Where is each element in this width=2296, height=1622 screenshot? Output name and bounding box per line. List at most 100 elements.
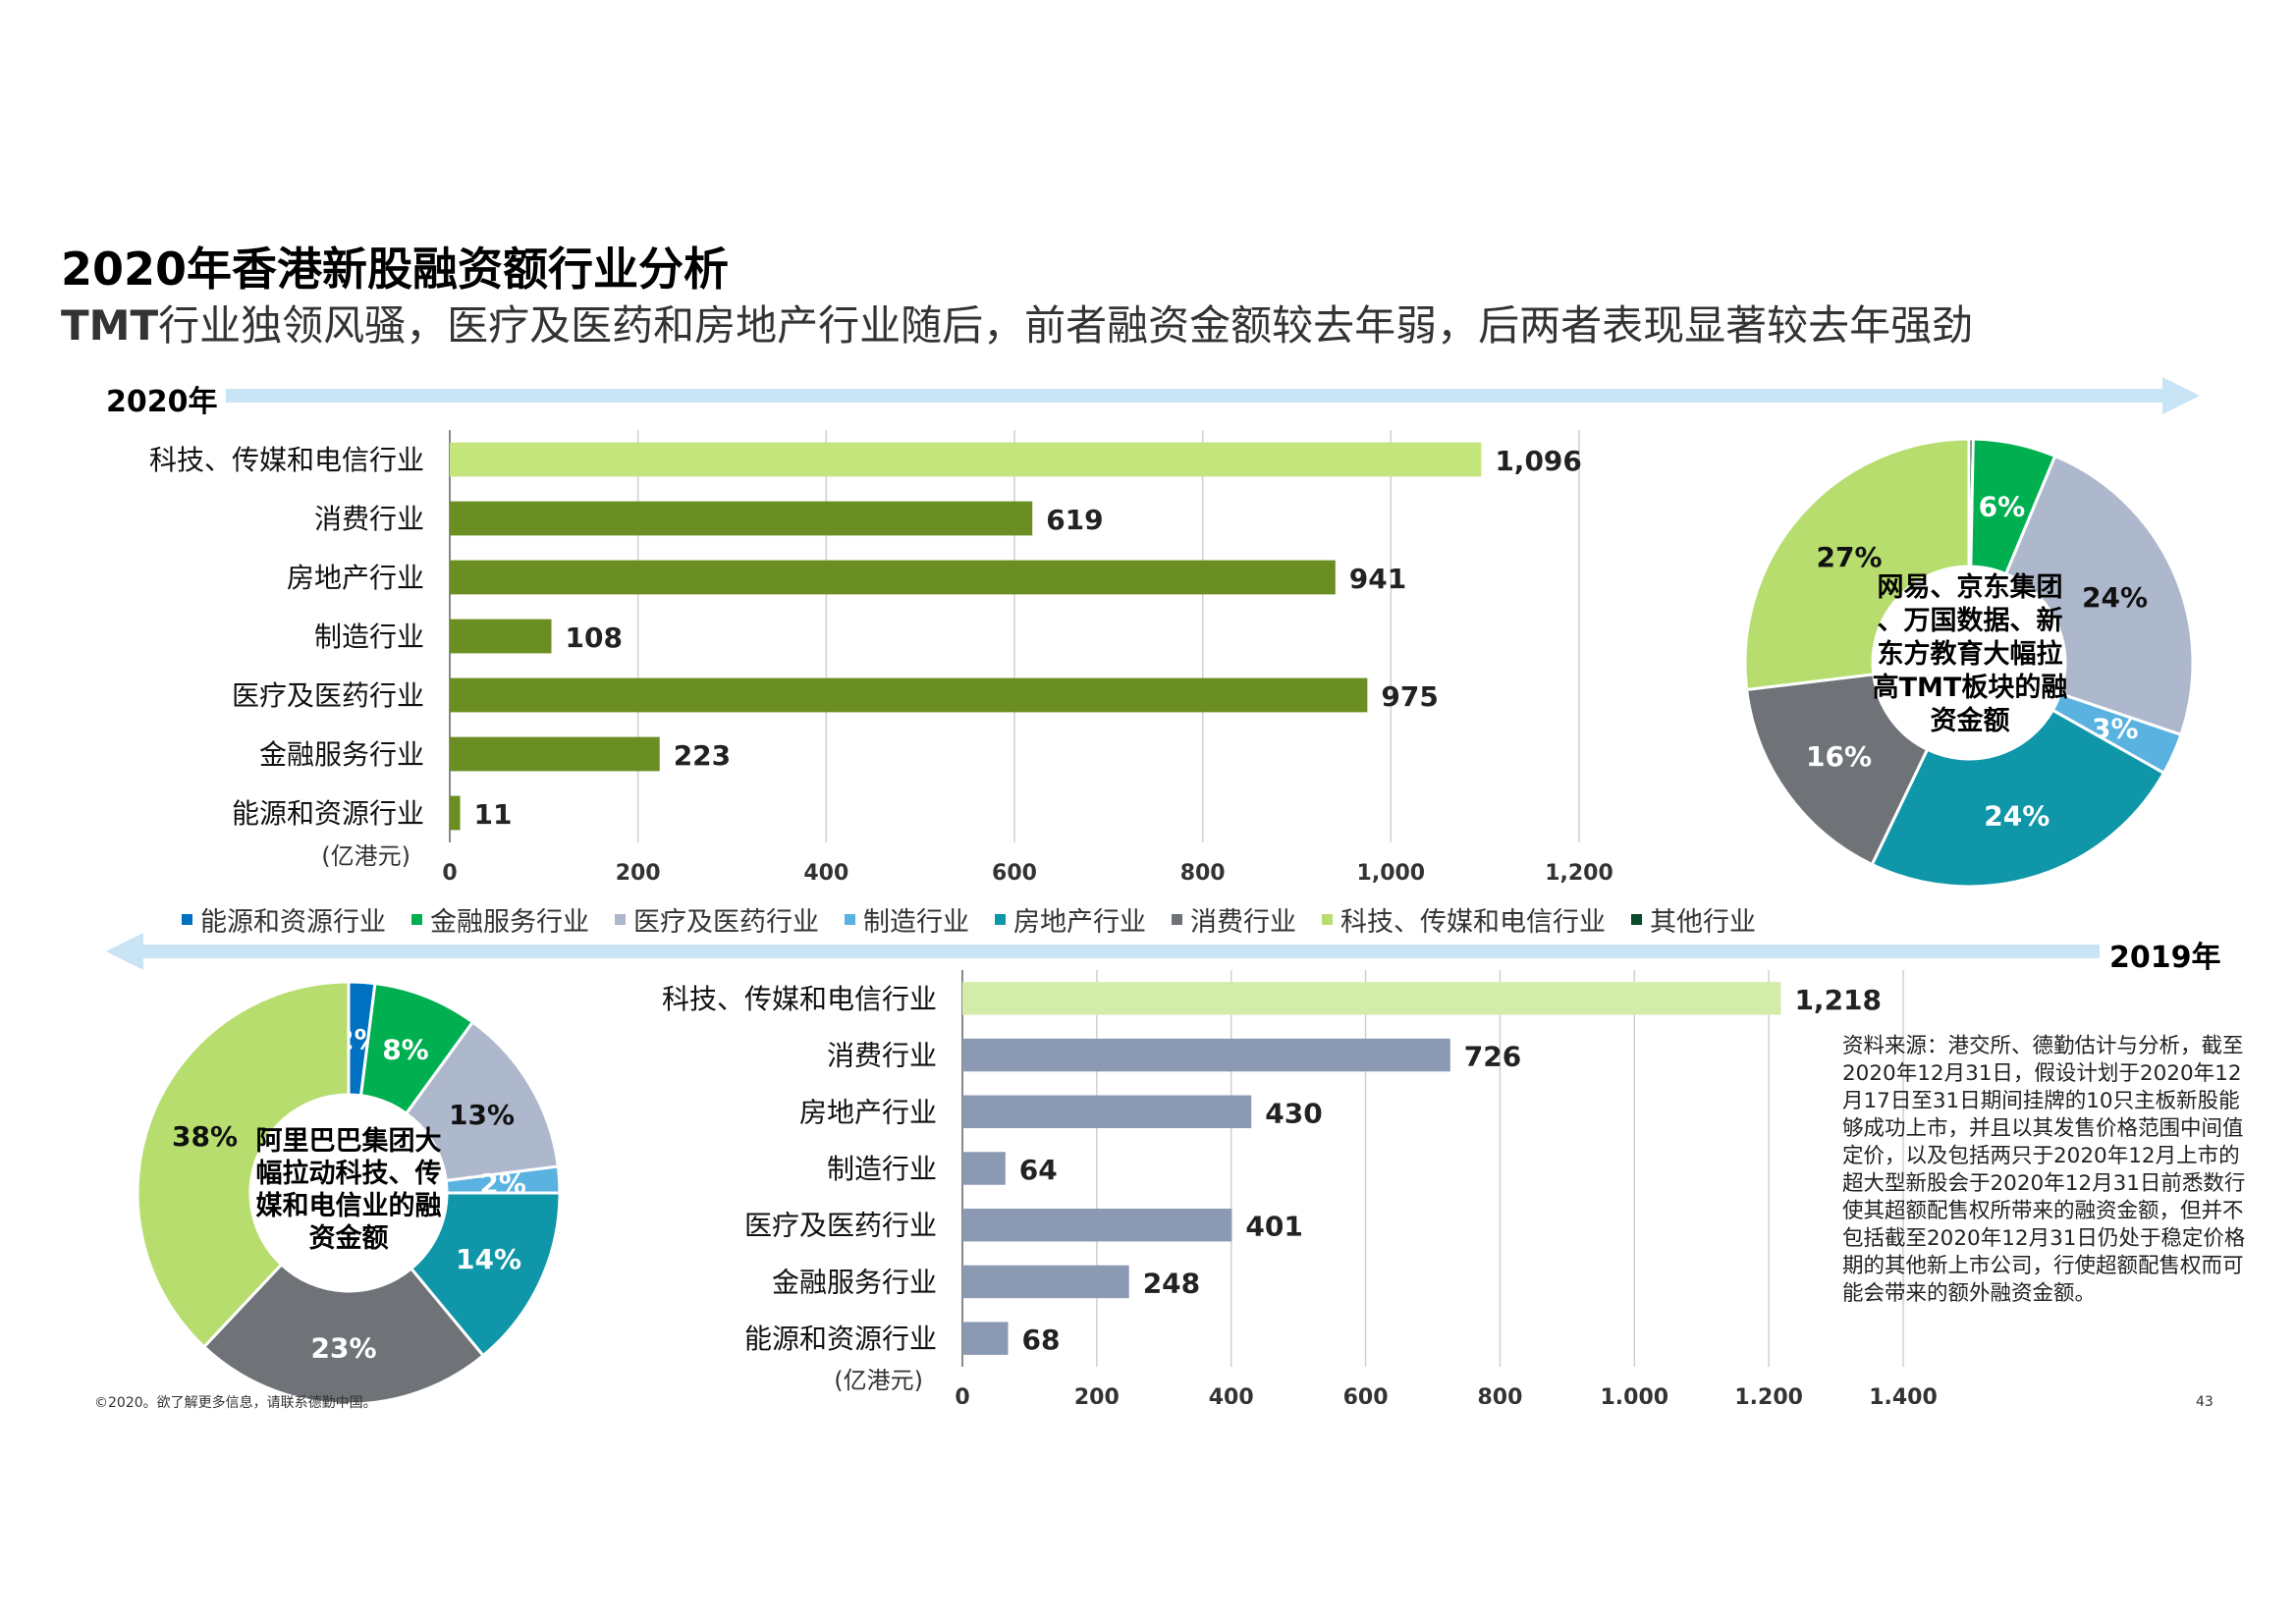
x-tick-label: 600: [992, 861, 1037, 884]
legend-item: 金融服务行业: [411, 900, 589, 939]
bar-chart-2019: 0 200 400 600 800 1,000 1,200 1,400 (亿港元) 科技、传媒和电…: [662, 970, 1938, 1404]
donut-slice: [2003, 454, 2195, 737]
source-note: 资料来源：港交所、德勤估计与分析，截至2020年12月31日，假设计划于2020…: [1842, 1034, 2246, 1306]
data-label: 11: [474, 798, 513, 831]
data-label: 1,096: [1495, 445, 1582, 477]
legend-label: 消费行业: [1190, 906, 1296, 938]
x-tick-label: 200: [1074, 1385, 1120, 1404]
arrow-left-2019: [106, 933, 2100, 970]
slice-label: 27%: [1816, 541, 1882, 573]
x-tick-label: 1,200: [1734, 1385, 1803, 1404]
donut-slice: [409, 1191, 562, 1358]
data-label: 64: [1019, 1154, 1058, 1186]
data-label: 619: [1046, 504, 1103, 536]
unit-label: (亿港元): [834, 1367, 923, 1394]
slice-label: 38%: [172, 1120, 238, 1153]
unit-label: (亿港元): [321, 842, 410, 870]
donut-2019-center-line: 资金额: [308, 1223, 389, 1254]
legend-item: 制造行业: [845, 900, 969, 939]
donut-slice: [201, 1262, 486, 1406]
x-tick-label: 800: [1477, 1385, 1522, 1404]
category-label: 能源和资源行业: [232, 797, 424, 830]
x-tick-label: 800: [1180, 861, 1226, 884]
legend-label: 制造行业: [863, 906, 969, 938]
bar: [962, 1152, 1006, 1185]
page-number: 43: [2196, 1394, 2214, 1410]
category-label: 消费行业: [314, 503, 424, 535]
year-2020-label: 2020年: [106, 385, 218, 419]
bar: [962, 1208, 1232, 1242]
legend-swatch: [1631, 913, 1642, 925]
legend-swatch: [411, 913, 422, 925]
bar-chart-2020: 0 200 400 600 800 1,000 1,200 (亿港元) 科技、传媒和电信行业 1,…: [149, 430, 1613, 884]
slice-label: 13%: [449, 1099, 515, 1131]
x-tick-label: 0: [955, 1385, 969, 1404]
donut-2019-center-line: 幅拉动科技、传: [255, 1159, 442, 1189]
category-label: 科技、传媒和电信行业: [149, 444, 424, 476]
legend-item: 其他行业: [1631, 900, 1756, 939]
slice-label: 14%: [456, 1243, 521, 1275]
donut-slice: [136, 980, 351, 1349]
donut-chart-2019: 2% 8%13%2%14%23%38%: [136, 980, 562, 1406]
x-tick-label: 1,000: [1600, 1385, 1668, 1404]
slice-label: 24%: [2082, 581, 2148, 614]
slice-label: 24%: [1984, 800, 2050, 833]
category-label: 医疗及医药行业: [232, 679, 424, 712]
x-tick-label: 1,200: [1545, 861, 1613, 884]
category-label: 制造行业: [314, 621, 424, 653]
legend-swatch: [1322, 913, 1333, 925]
legend-item: 医疗及医药行业: [615, 900, 819, 939]
copyright-text: ©2020。欲了解更多信息，请联系德勤中国。: [94, 1395, 377, 1411]
x-tick-label: 1,000: [1357, 861, 1426, 884]
donut-slice: [1743, 437, 1971, 692]
legend: 能源和资源行业 金融服务行业 医疗及医药行业 制造行业 房地产行业 消费行业 科…: [182, 899, 1781, 939]
legend-item: 能源和资源行业: [182, 900, 386, 939]
data-label: 108: [566, 622, 623, 654]
donut-2020-center-text: 网易、京东集团 、万国数据、新 东方教育大幅拉 高TMT板块的融 资金额: [1844, 571, 2096, 738]
category-label: 消费行业: [827, 1040, 937, 1072]
bar: [450, 501, 1033, 536]
legend-label: 能源和资源行业: [200, 906, 386, 938]
x-tick-label: 600: [1343, 1385, 1389, 1404]
category-label: 房地产行业: [287, 562, 424, 594]
data-label: 223: [674, 739, 731, 772]
donut-2020-center-line: 、万国数据、新: [1877, 606, 2063, 636]
donut-2019-center-line: 阿里巴巴集团大: [255, 1126, 442, 1157]
bar: [450, 677, 1368, 713]
year-2019-label: 2019年: [2109, 941, 2221, 975]
x-tick-label: 400: [1209, 1385, 1254, 1404]
legend-label: 科技、传媒和电信行业: [1340, 906, 1606, 938]
category-label: 能源和资源行业: [744, 1323, 937, 1355]
arrow-right-2020: [226, 377, 2200, 414]
x-tick-label: 200: [616, 861, 661, 884]
x-tick-label: 0: [442, 861, 457, 884]
data-label: 430: [1265, 1097, 1322, 1129]
slice-label: 23%: [311, 1331, 377, 1364]
donut-slice: [1870, 708, 2166, 889]
bar: [962, 1322, 1009, 1355]
donut-2019-center-text: 阿里巴巴集团大 幅拉动科技、传 媒和电信业的融 资金额: [234, 1125, 464, 1255]
category-label: 金融服务行业: [772, 1266, 937, 1298]
slice-label: 16%: [1806, 740, 1872, 773]
bar: [450, 560, 1336, 595]
donut-2020-center-line: 资金额: [1930, 706, 2010, 736]
data-label: 1,218: [1794, 984, 1882, 1016]
donut-2020-center-line: 高TMT板块的融: [1872, 673, 2068, 703]
donut-2020-center-line: 东方教育大幅拉: [1877, 639, 2063, 670]
x-tick-label: 400: [803, 861, 848, 884]
bar: [450, 795, 461, 831]
bar: [450, 619, 552, 654]
category-label: 金融服务行业: [259, 738, 424, 771]
legend-swatch: [615, 913, 626, 925]
legend-swatch: [182, 913, 192, 925]
category-label: 房地产行业: [799, 1096, 937, 1128]
bar: [450, 736, 660, 772]
subtitle-rest: 行业独领风骚，医疗及医药和房地产行业随后，前者融资金额较去年弱，后两者表现显著较…: [158, 301, 1974, 350]
category-label: 医疗及医药行业: [744, 1210, 937, 1242]
legend-swatch: [995, 913, 1006, 925]
legend-label: 房地产行业: [1013, 906, 1146, 938]
page-subtitle: TMT行业独领风骚，医疗及医药和房地产行业随后，前者融资金额较去年弱，后两者表现…: [61, 293, 1973, 352]
donut-2020-center-line: 网易、京东集团: [1877, 572, 2063, 603]
x-tick-label: 1,400: [1869, 1385, 1938, 1404]
data-label: 941: [1349, 563, 1406, 595]
